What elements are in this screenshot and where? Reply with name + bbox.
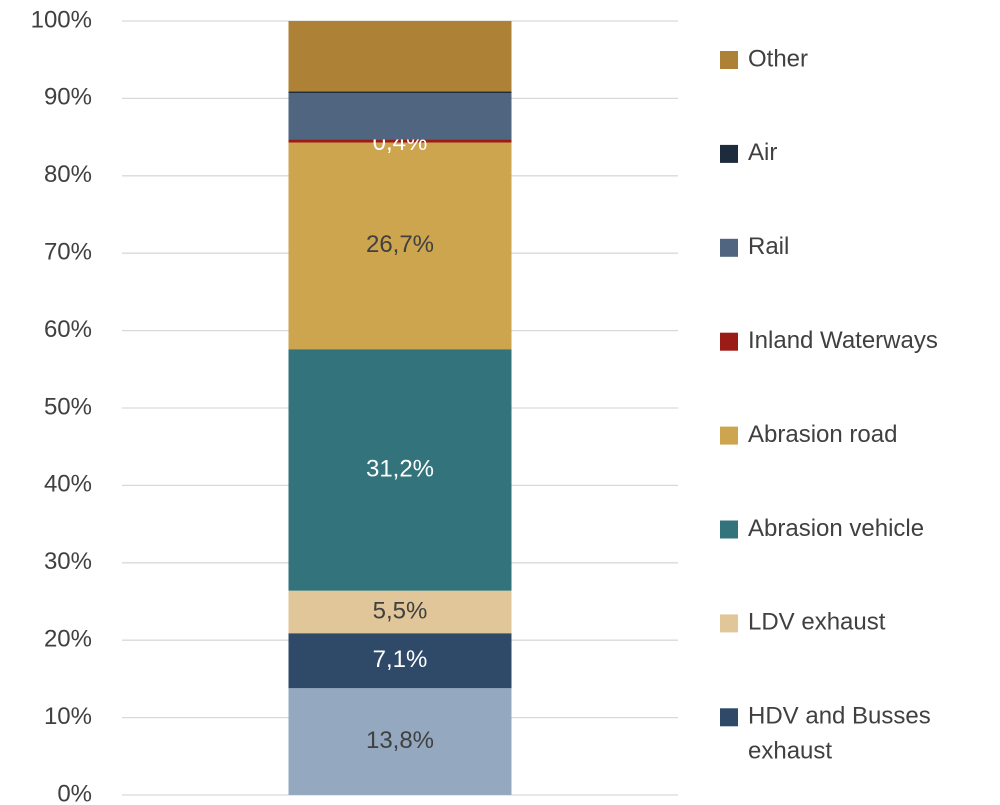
legend-label: HDV and Busses exhaust: [748, 703, 931, 765]
legend-label: Abrasion road: [748, 421, 897, 448]
legend-swatch: [720, 614, 738, 633]
legend-swatch: [720, 144, 738, 163]
bar-segment: [288, 21, 512, 92]
y-tick-label: 100%: [31, 6, 92, 33]
y-tick-label: 40%: [44, 471, 92, 498]
bar-segment: [288, 92, 512, 140]
data-label: 31,2%: [366, 455, 434, 482]
y-tick-label: 10%: [44, 703, 92, 730]
legend-label: Air: [748, 139, 777, 166]
y-tick-label: 30%: [44, 548, 92, 575]
bar-segment: [288, 349, 512, 591]
legend-label: Abrasion vehicle: [748, 515, 924, 542]
bar-segment: [288, 91, 512, 93]
legend-label: Inland Waterways: [748, 327, 938, 354]
legend-swatch: [720, 426, 738, 445]
data-label: 26,7%: [366, 231, 434, 258]
bar-segment: [288, 688, 512, 795]
legend-line: exhaust: [748, 738, 832, 765]
legend-swatch: [720, 51, 738, 69]
legend-swatch: [720, 708, 738, 727]
legend-swatch: [720, 238, 738, 257]
y-tick-label: 80%: [44, 161, 92, 188]
bar-segment: [288, 139, 512, 143]
y-tick-label: 20%: [44, 626, 92, 653]
legend-label: LDV exhaust: [748, 609, 886, 636]
bar-segment: [288, 590, 512, 634]
legend-swatch: [720, 520, 738, 539]
y-tick-label: 90%: [44, 84, 92, 111]
y-tick-label: 0%: [57, 780, 92, 805]
y-tick-label: 70%: [44, 239, 92, 266]
legend-label: Rail: [748, 233, 789, 260]
legend-line: HDV and Busses: [748, 703, 931, 730]
data-label: 5,5%: [373, 597, 428, 624]
y-tick-label: 50%: [44, 393, 92, 420]
data-label: 7,1%: [373, 646, 428, 673]
legend-swatch: [720, 332, 738, 351]
legend-label: Other: [748, 45, 808, 72]
data-label: 13,8%: [366, 727, 434, 754]
y-tick-label: 60%: [44, 316, 92, 343]
bar-segment: [288, 633, 512, 689]
bar-segment: [288, 142, 512, 350]
